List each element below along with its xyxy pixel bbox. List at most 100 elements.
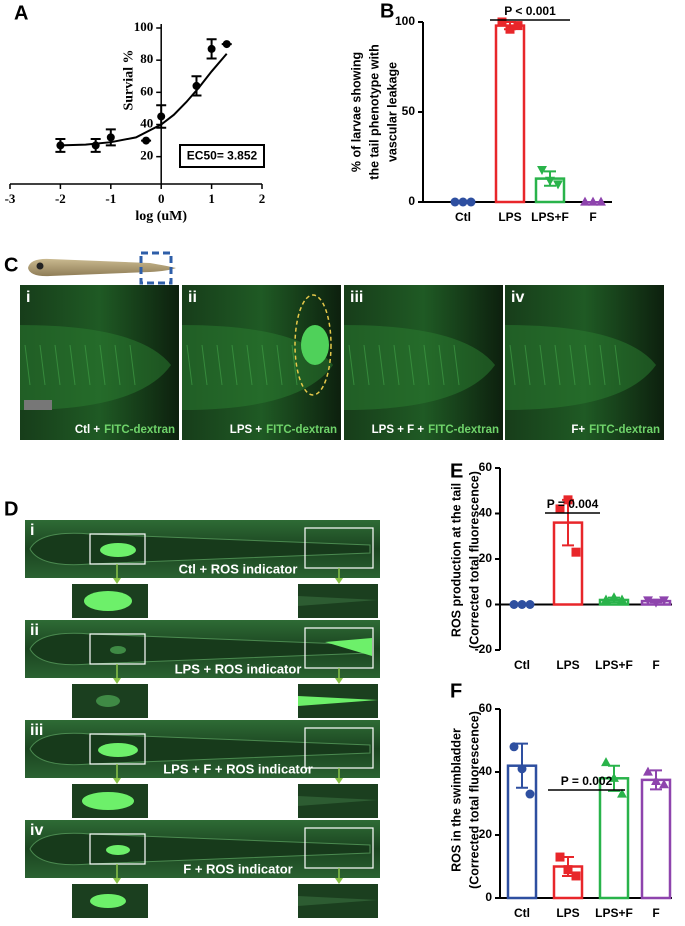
fit-curve [60,53,228,147]
x-tick-label: -3 [5,191,16,206]
data-point [517,764,527,774]
frame-caption: LPS + FITC-dextran [230,424,337,436]
y-axis-label: (Corrected total fluorescence) [467,711,481,889]
arrow-head [113,778,343,784]
inset-signal [82,792,134,810]
data-point [651,776,661,786]
data-point [617,594,627,604]
data-point [659,779,669,789]
frame-caption: F + ROS indicator [183,861,292,876]
y-tick-label: 0 [408,194,415,208]
vessel [216,344,223,386]
frame-numeral: ii [30,622,39,639]
caption-stain: FITC-dextran [104,424,175,436]
data-point [659,596,669,606]
panel-label: F [450,680,462,702]
x-tick-label: LPS [556,906,579,920]
vessel [393,344,400,386]
y-tick-label: 60 [479,701,493,715]
vessel [584,344,591,386]
micrograph: iii LPS + F + FITC-dextran [344,285,503,440]
data-point [106,133,115,142]
y-tick-label: 40 [140,115,153,130]
bar [640,778,672,900]
vessel [509,344,516,386]
caption-text: F+ [571,424,585,436]
y-tick-label: -20 [475,642,493,656]
panel-label: C [4,254,18,276]
data-point [157,112,166,121]
micrograph: iii LPS + F + ROS indicator [25,720,380,818]
frame-caption: LPS + F + FITC-dextran [372,424,499,436]
data-point [207,44,216,53]
data-point [555,852,565,862]
bar [598,777,630,900]
data-point [555,504,565,514]
data-point [643,596,653,606]
y-tick-label: 100 [134,19,154,34]
caption-stain: FITC-dextran [266,424,337,436]
vessel [39,344,46,386]
data-point [222,40,231,49]
micrograph: i Ctl + ROS indicator [25,520,380,618]
frame-caption: LPS + F + ROS indicator [163,761,313,776]
fish-icon [28,251,176,285]
y-tick-label: 0 [485,597,492,611]
vessel [276,344,283,386]
vessel [201,344,208,386]
tail-outline [20,325,172,410]
y-tick-label: 80 [140,51,153,66]
x-tick-label: LPS+F [595,906,633,920]
y-tick-label: 20 [479,827,493,841]
x-tick-label: -1 [105,191,116,206]
swimbladder-signal [106,845,130,855]
data-point [545,176,555,186]
data-point [458,197,468,207]
frame-caption: F+ FITC-dextran [571,424,660,436]
vessel [246,344,253,386]
data-point [580,196,590,206]
data-point [651,598,661,608]
inset-tail [298,896,378,906]
data-point [509,600,519,609]
inset-signal [90,894,126,908]
y-axis-label: the tail phenotype with [367,44,381,179]
data-point [601,757,611,767]
frame-numeral: i [30,522,34,539]
x-tick-label: LPS+F [595,658,633,672]
data-point [537,166,547,175]
annotation-box [179,144,265,168]
inset-tail [298,696,378,706]
data-point [513,21,523,31]
bar [506,764,538,900]
data-point [192,81,201,90]
y-tick-label: 20 [479,551,493,565]
data-point [601,594,611,604]
data-point [505,24,515,34]
data-point [553,180,563,190]
x-axis-label: log (uM) [135,209,187,224]
vessel [524,344,531,386]
y-axis-label: vascular leakage [385,62,399,162]
caption-stain: FITC-dextran [428,424,499,436]
data-point [571,871,581,881]
vessel [129,344,136,386]
vessel [539,344,546,386]
swimbladder-signal [110,646,126,654]
y-axis-label: (Corrected total fluorescence) [467,471,481,649]
vessel [599,344,606,386]
arrow-head [113,678,343,684]
vessel [423,344,430,386]
caption-stain: FITC-dextran [589,424,660,436]
scale-bar [24,400,52,410]
caption-text: LPS + F + [372,424,425,436]
x-tick-label: F [652,906,659,920]
y-tick-label: 40 [479,506,493,520]
data-point [525,789,535,799]
data-point [450,197,460,207]
vessel [186,344,193,386]
frame-numeral: iii [350,289,363,306]
vessel [438,344,445,386]
caption-text: LPS + [230,424,263,436]
tail-signal [325,638,372,656]
